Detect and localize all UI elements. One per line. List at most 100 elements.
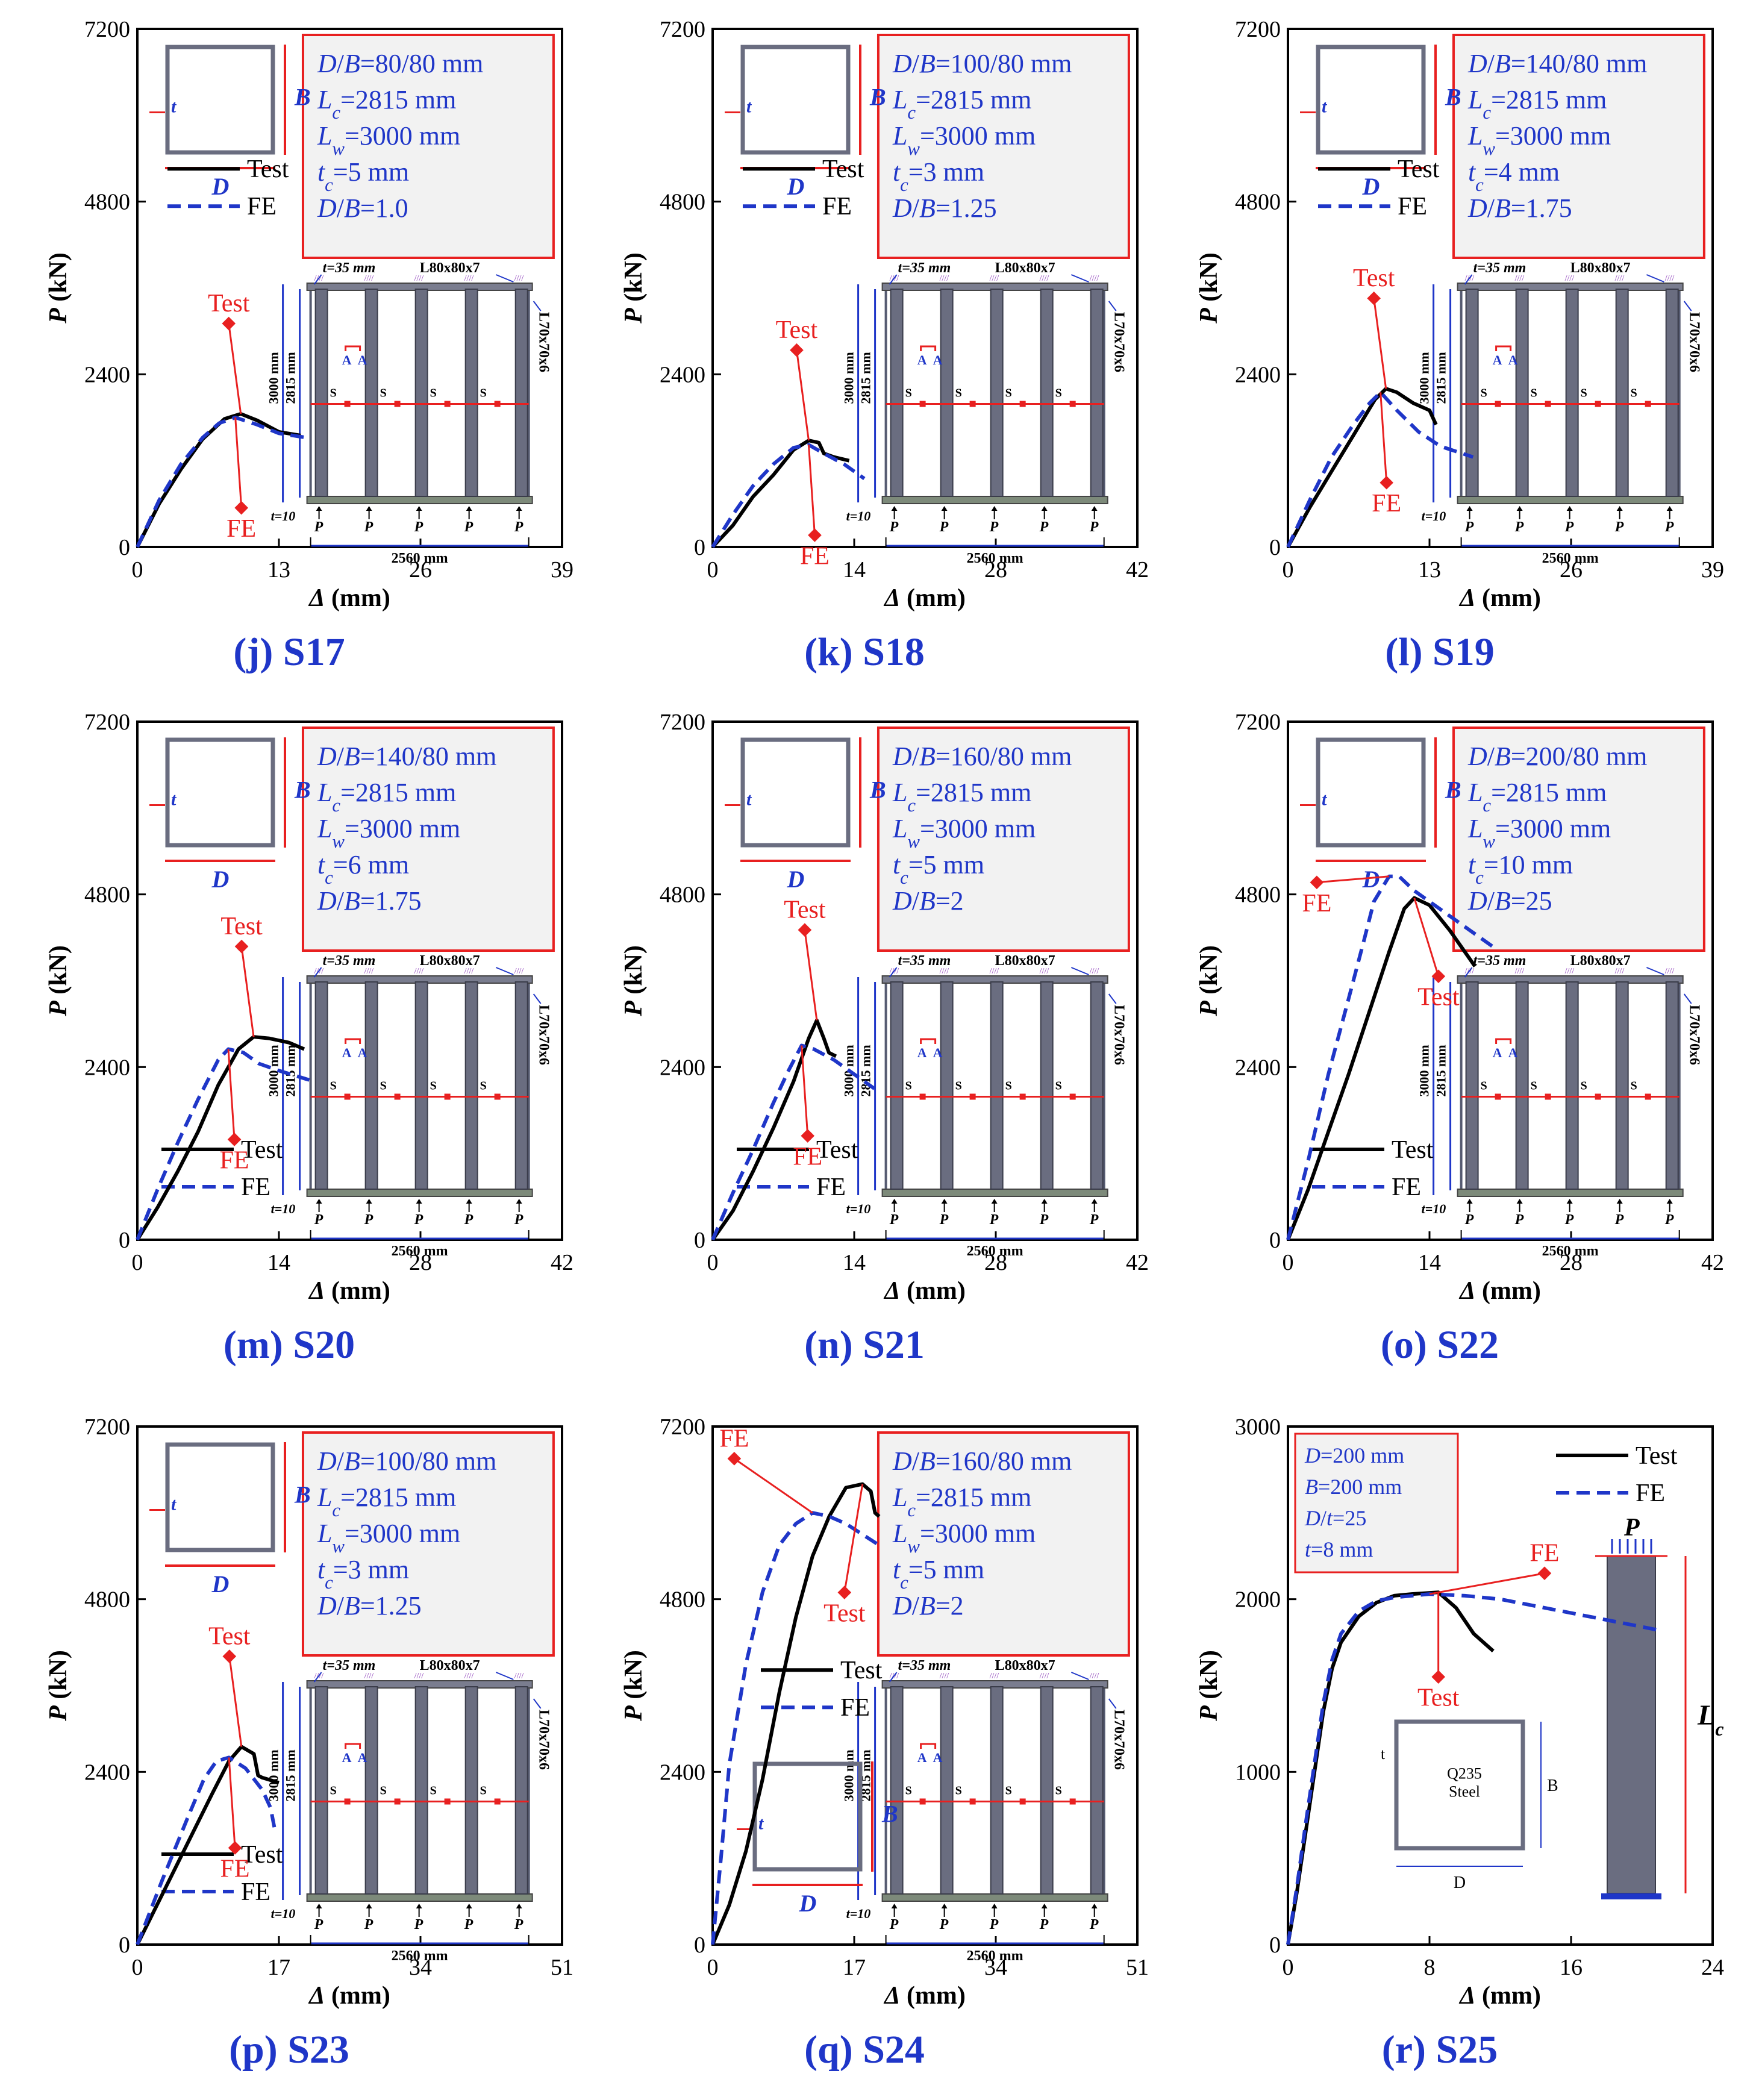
steel-column <box>1040 289 1054 497</box>
d-label: D <box>787 173 805 200</box>
load-label: P <box>364 1917 373 1933</box>
load-arrowhead <box>466 1199 472 1204</box>
annotation-marker <box>801 1129 815 1143</box>
annotation-marker <box>727 1452 742 1466</box>
pointer-arrow <box>1646 967 1664 975</box>
parameter-text: D/B=1.75 <box>1467 193 1572 223</box>
chart-svg: 0 17 34 51 0 2400 4800 7200 Δ (mm) P (kN) D/B=100/… <box>45 1414 573 2010</box>
steel-column <box>990 289 1004 497</box>
load-arrowhead <box>1566 1199 1573 1204</box>
pointer-arrow <box>1071 1672 1089 1680</box>
load-label: P <box>314 1212 323 1228</box>
chart-panel-s25: 0 8 16 24 0 1000 2000 3000 Δ (mm) P (kN) D=200 mm B… <box>1151 1398 1729 2090</box>
t-label: t <box>758 1814 764 1834</box>
pointer-arrow <box>496 967 514 975</box>
section-label: A <box>933 1045 943 1060</box>
d-label: D <box>1362 173 1380 200</box>
pointer-arrow <box>1464 274 1473 285</box>
x-tick-label: 0 <box>707 1250 719 1275</box>
parameter-text: tc=5 mm <box>893 1555 984 1593</box>
parameter-text: D/B=1.0 <box>317 193 408 223</box>
weld-mark: //// <box>1040 1672 1049 1681</box>
x-tick-label: 39 <box>1701 557 1724 583</box>
x-tick-label: 42 <box>1701 1250 1724 1275</box>
y-tick-label: 7200 <box>1235 710 1281 735</box>
x-axis-label: Δ (mm) <box>883 584 966 612</box>
load-arrowhead <box>316 1904 322 1908</box>
parameter-text: Lw=3000 mm <box>892 1519 1036 1557</box>
annotation-label: FE <box>220 1146 249 1174</box>
chart-panel-s20: 0 14 28 42 0 2400 4800 7200 Δ (mm) P (kN) D/B=140/… <box>0 693 578 1386</box>
chart-svg: 0 8 16 24 0 1000 2000 3000 Δ (mm) P (kN) D=200 mm B… <box>1195 1414 1724 2010</box>
y-tick-label: 2400 <box>660 362 705 387</box>
weld-label: S <box>1531 387 1537 400</box>
load-label: P <box>1514 519 1524 535</box>
y-axis-label: P (kN) <box>620 1650 648 1722</box>
section-label: A <box>917 1045 927 1060</box>
x-tick-label: 28 <box>409 1250 432 1275</box>
material-label: Steel <box>1449 1783 1480 1801</box>
pointer-arrow <box>1108 301 1117 311</box>
load-label: P <box>939 1917 949 1933</box>
bottom-thickness-label: t=10 <box>271 1201 296 1216</box>
legend-label: Test <box>241 1136 283 1164</box>
weld-mark: //// <box>514 274 524 283</box>
x-tick-label: 0 <box>707 557 719 583</box>
x-tick-label: 42 <box>551 1250 573 1275</box>
series-fe <box>1286 390 1474 548</box>
legend-label: FE <box>1636 1480 1665 1507</box>
column-height-label: 2815 mm <box>1434 352 1449 404</box>
panel-caption: (o) S22 <box>1380 1323 1499 1367</box>
annotation-label: Test <box>776 316 818 344</box>
d-label: D <box>211 1570 230 1598</box>
plot-area <box>136 1425 563 1946</box>
load-label: P <box>464 519 473 535</box>
width-label: 2560 mm <box>392 1243 448 1259</box>
bottom-plate <box>1457 1189 1684 1197</box>
load-arrowhead <box>1091 1904 1098 1908</box>
weld-label: S <box>430 1784 437 1798</box>
panel-caption: (p) S23 <box>229 2028 349 2072</box>
x-tick-label: 34 <box>409 1955 432 1980</box>
section-label: A <box>917 352 927 367</box>
steel-column <box>1040 1686 1054 1895</box>
parameter-text: B=200 mm <box>1305 1475 1402 1499</box>
load-arrowhead <box>1041 506 1048 511</box>
annotation-marker <box>228 1841 242 1855</box>
plot-area <box>1287 720 1714 1241</box>
panel-caption: (l) S19 <box>1385 630 1495 674</box>
steel-column <box>1565 289 1579 497</box>
x-tick-label: 28 <box>984 1250 1007 1275</box>
annotation-leader <box>801 1045 809 1136</box>
steel-column <box>1040 981 1054 1190</box>
annotation-leader <box>228 323 242 414</box>
load-arrowhead <box>316 1199 322 1204</box>
legend-label: FE <box>822 193 852 220</box>
x-axis-label: Δ (mm) <box>308 584 390 612</box>
y-tick-label: 4800 <box>84 190 130 215</box>
weld-label: S <box>955 1080 962 1093</box>
parameter-text: Lw=3000 mm <box>1467 814 1611 852</box>
joint-mark <box>444 401 451 407</box>
x-tick-label: 51 <box>551 1955 573 1980</box>
weld-mark: //// <box>940 1672 949 1681</box>
load-arrowhead <box>941 1904 948 1908</box>
t-label: t <box>171 790 177 810</box>
t-label: t <box>746 790 752 810</box>
weld-label: S <box>380 387 387 400</box>
weld-mark: //// <box>1665 274 1675 283</box>
steel-column <box>890 1686 904 1895</box>
t-label: t <box>171 1495 177 1514</box>
legend: Test FE <box>761 1657 883 1722</box>
joint-mark <box>444 1798 451 1805</box>
parameter-text: D/B=25 <box>1467 886 1552 916</box>
angle-side-label: L70x70x6 <box>536 312 552 372</box>
section-label: A <box>933 352 943 367</box>
weld-mark: //// <box>990 1672 999 1681</box>
parameter-text: D/B=1.75 <box>317 886 422 916</box>
load-label: P <box>1089 519 1099 535</box>
pointer-arrow <box>1071 274 1089 283</box>
y-tick-label: 2400 <box>84 1055 130 1080</box>
